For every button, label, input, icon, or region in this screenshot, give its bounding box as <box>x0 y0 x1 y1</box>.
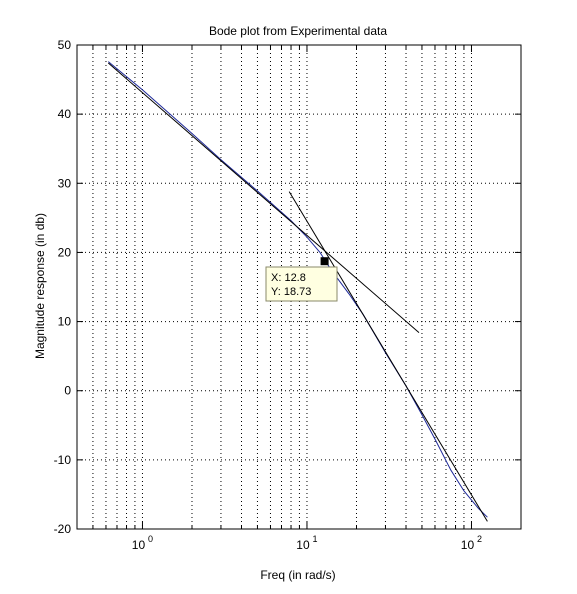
x-tick-label: 10 <box>296 538 310 552</box>
y-tick-label: 20 <box>58 245 72 259</box>
y-tick-label: 30 <box>58 176 72 190</box>
y-axis-label: Magnitude response (in db) <box>33 213 47 359</box>
datatip-x-value: X: 12.8 <box>271 272 306 284</box>
x-axis-label: Freq (in rad/s) <box>260 568 335 582</box>
y-tick-label: 40 <box>58 107 72 121</box>
asymptote-line <box>107 62 420 333</box>
grid-layer <box>76 45 522 529</box>
y-tick-label: 0 <box>64 384 71 398</box>
asymptote-line <box>288 191 488 522</box>
x-tick-label-exponent: 0 <box>148 534 153 544</box>
x-tick-label: 10 <box>461 538 475 552</box>
chart-title: Bode plot from Experimental data <box>209 24 387 38</box>
tick-layer <box>76 44 522 530</box>
y-tick-label: -10 <box>54 453 72 467</box>
datatip-marker[interactable] <box>320 257 329 266</box>
y-tick-label: 50 <box>58 38 72 52</box>
y-tick-label: -20 <box>54 522 72 536</box>
measured-response-line <box>107 61 488 518</box>
x-tick-label: 10 <box>132 538 146 552</box>
x-tick-label-exponent: 2 <box>477 534 482 544</box>
x-tick-label-exponent: 1 <box>312 534 317 544</box>
datatip-box[interactable] <box>265 266 338 302</box>
datatip-y-value: Y: 18.73 <box>271 286 311 298</box>
y-tick-label: 10 <box>58 315 72 329</box>
series-layer <box>107 61 488 522</box>
datatip-layer[interactable]: X: 12.8 Y: 18.73 <box>265 257 338 302</box>
